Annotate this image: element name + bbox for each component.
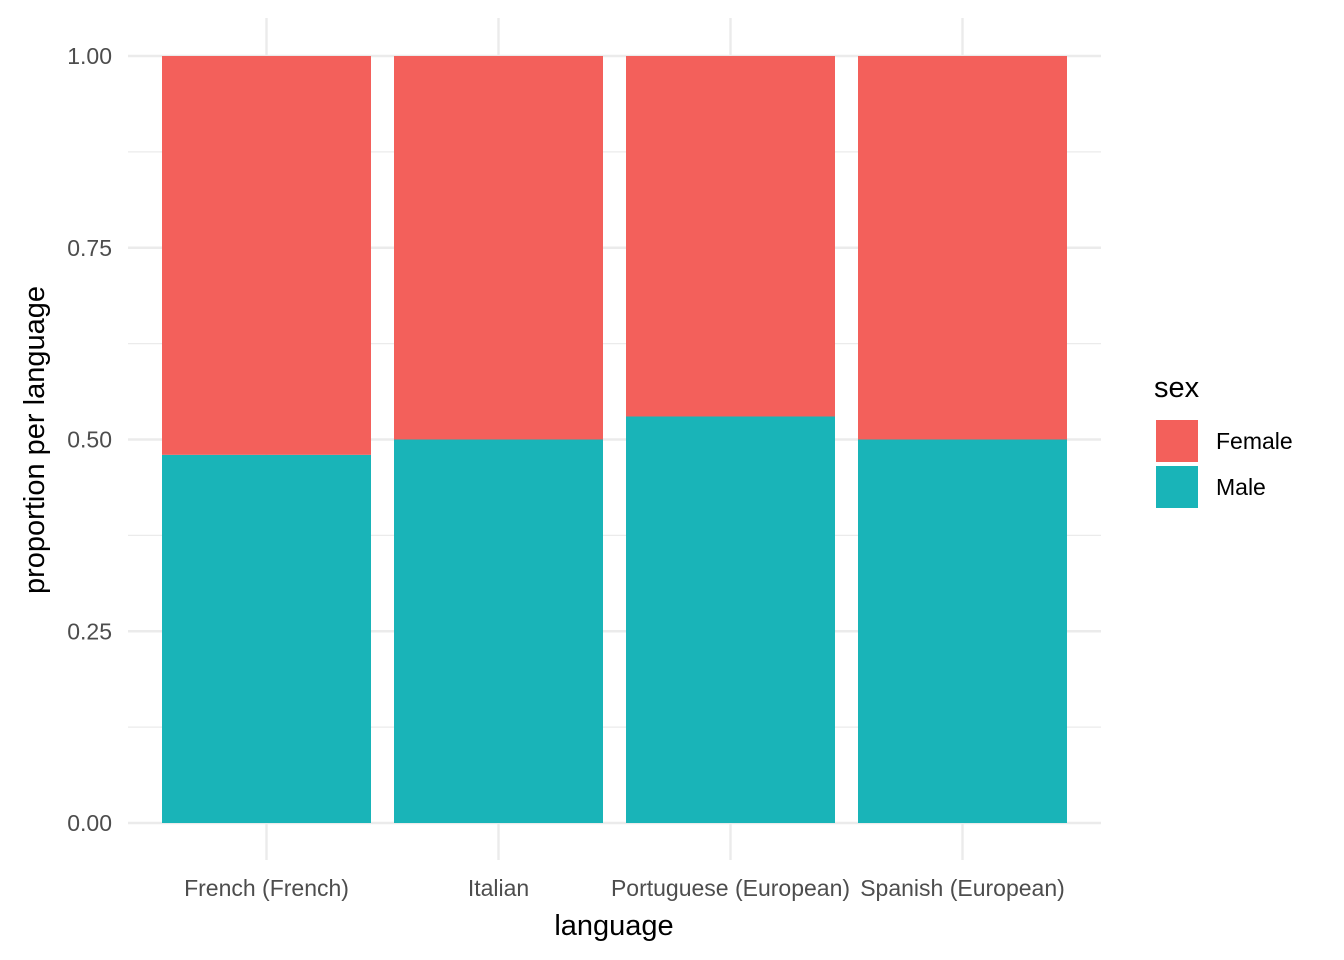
legend-label: Female bbox=[1216, 428, 1293, 454]
y-axis-title: proportion per language bbox=[19, 286, 51, 594]
bar-male bbox=[162, 454, 371, 823]
bar-female bbox=[858, 56, 1067, 440]
bar-female bbox=[162, 56, 371, 455]
bars bbox=[162, 56, 1067, 823]
bar-female bbox=[626, 56, 835, 417]
legend-items: Female Male bbox=[1156, 420, 1293, 508]
y-tick-label: 0.00 bbox=[67, 810, 112, 836]
y-tick-label: 0.75 bbox=[67, 235, 112, 261]
y-axis-ticks: 0.00 0.25 0.50 0.75 1.00 bbox=[67, 43, 112, 836]
bar-female bbox=[394, 56, 603, 440]
legend-label: Male bbox=[1216, 474, 1266, 500]
x-tick-label: French (French) bbox=[184, 875, 349, 901]
bar-male bbox=[394, 439, 603, 823]
y-tick-label: 0.50 bbox=[67, 427, 112, 453]
legend: sex Female Male bbox=[1154, 372, 1293, 508]
x-axis-ticks: French (French) Italian Portuguese (Europe… bbox=[184, 875, 1065, 901]
x-tick-label: Spanish (European) bbox=[860, 875, 1065, 901]
bar-male bbox=[626, 416, 835, 823]
x-tick-label: Italian bbox=[468, 875, 529, 901]
y-tick-label: 1.00 bbox=[67, 43, 112, 69]
legend-key-female bbox=[1156, 420, 1198, 462]
x-axis-title: language bbox=[554, 910, 673, 942]
bar-male bbox=[858, 439, 1067, 823]
legend-title: sex bbox=[1154, 372, 1200, 404]
legend-key-male bbox=[1156, 466, 1198, 508]
y-tick-label: 0.25 bbox=[67, 618, 112, 644]
x-tick-label: Portuguese (European) bbox=[611, 875, 850, 901]
